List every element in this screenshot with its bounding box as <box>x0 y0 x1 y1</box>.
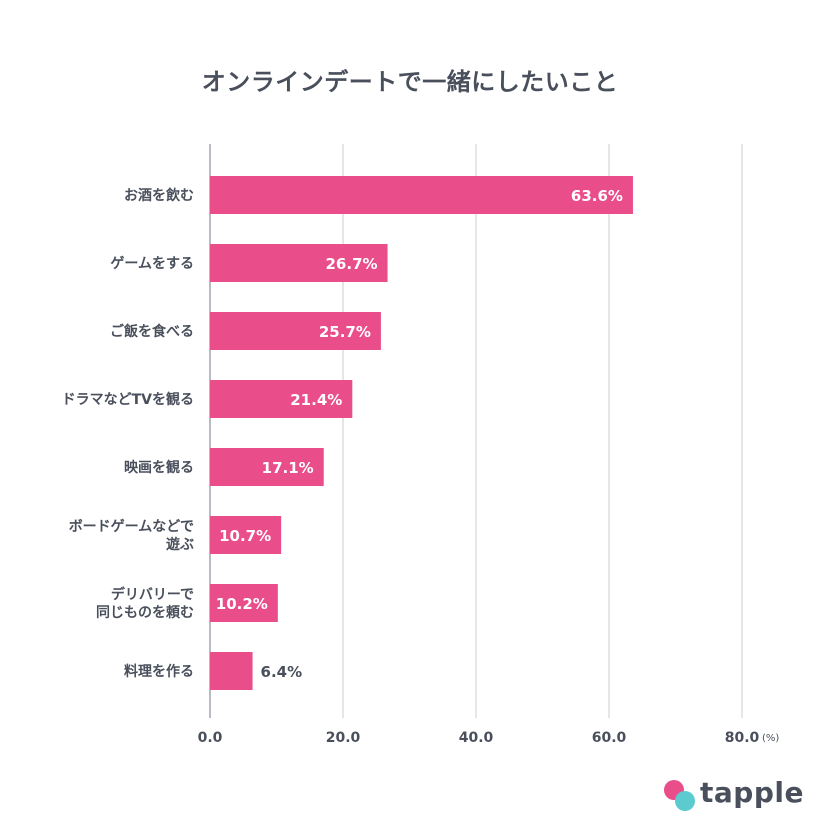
bar <box>210 448 324 486</box>
x-axis-unit: (%) <box>762 733 779 744</box>
bar-value-label: 10.7% <box>219 527 271 545</box>
bar <box>210 516 282 554</box>
category-label: デリバリーで <box>111 586 194 603</box>
bar <box>210 176 633 214</box>
x-tick-label: 40.0 <box>459 730 494 746</box>
bar-value-label: 63.6% <box>571 187 623 205</box>
bar <box>210 312 381 350</box>
category-label: 映画を観る <box>124 459 194 476</box>
bar-value-label: 6.4% <box>261 663 303 681</box>
x-tick-label: 0.0 <box>198 730 223 746</box>
bar <box>210 244 388 282</box>
category-label: ボードゲームなどで <box>69 518 194 535</box>
bar-value-label: 17.1% <box>262 459 314 477</box>
bar <box>210 380 353 418</box>
category-label: ドラマなどTVを観る <box>62 391 194 408</box>
logo-teal-dot <box>675 791 695 811</box>
bar-value-label: 10.2% <box>216 595 268 613</box>
category-label: ご飯を食べる <box>110 323 194 340</box>
x-tick-label: 80.0 <box>725 730 760 746</box>
chart-title: オンラインデートで一緒にしたいこと <box>201 68 619 96</box>
bar <box>210 584 278 622</box>
bar-value-label: 21.4% <box>290 391 342 409</box>
x-tick-label: 20.0 <box>326 730 361 746</box>
category-label: 料理を作る <box>124 663 194 680</box>
category-label: 同じものを頼む <box>96 604 194 621</box>
x-tick-label: 60.0 <box>592 730 627 746</box>
bar-value-label: 26.7% <box>326 255 378 273</box>
tapple-logo: tapple <box>664 776 804 814</box>
category-label: 遊ぶ <box>166 536 194 553</box>
category-label: お酒を飲む <box>124 187 194 204</box>
category-label: ゲームをする <box>110 255 194 272</box>
brand-name: tapple <box>700 776 804 809</box>
bar-value-label: 25.7% <box>319 323 371 341</box>
bar <box>210 652 253 690</box>
